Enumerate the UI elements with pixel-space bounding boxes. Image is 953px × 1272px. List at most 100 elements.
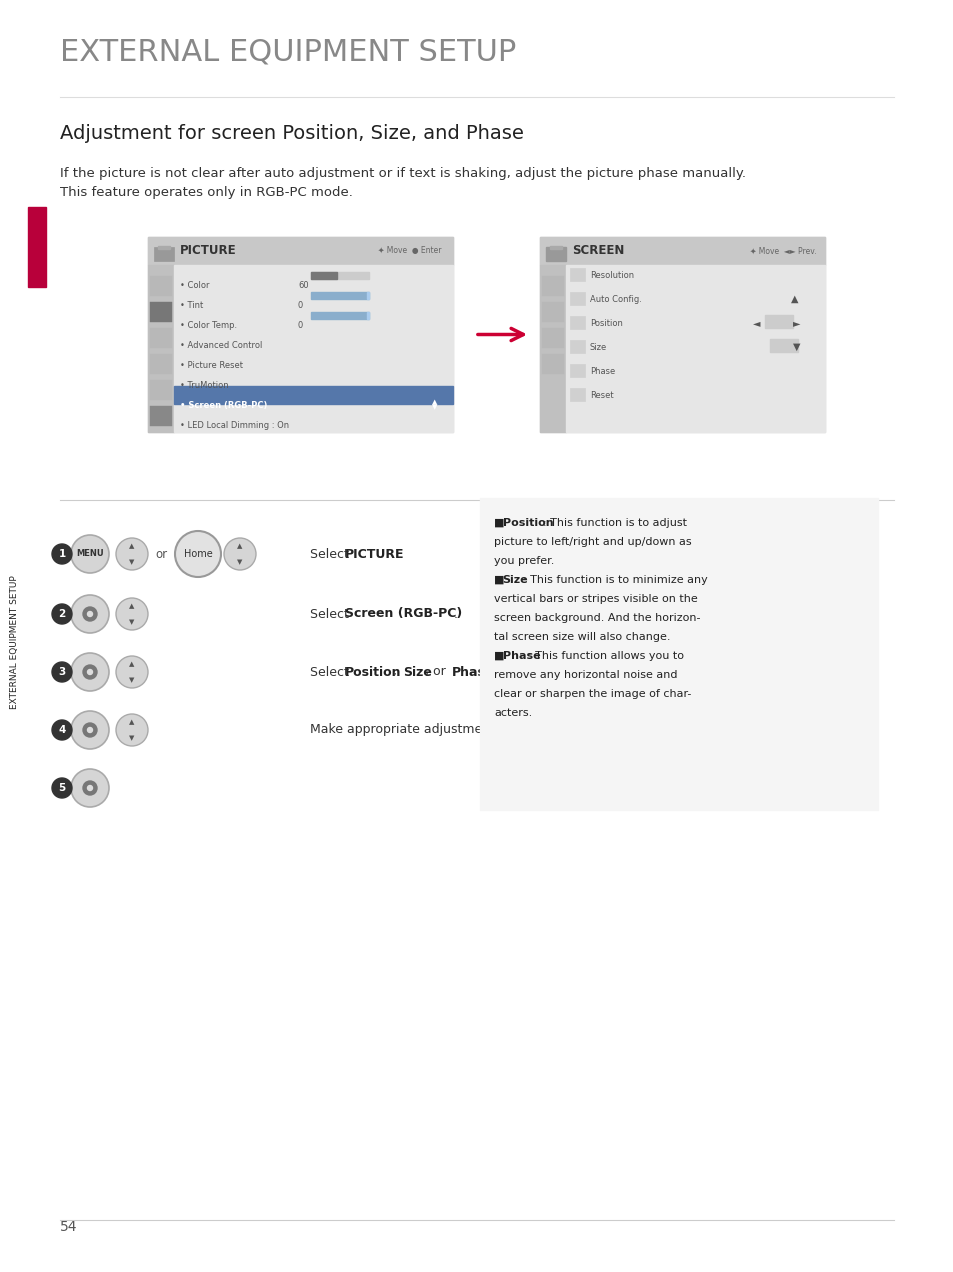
Text: Position: Position [589, 319, 622, 328]
Text: EXTERNAL EQUIPMENT SETUP: EXTERNAL EQUIPMENT SETUP [60, 37, 516, 66]
Text: ◄: ◄ [753, 318, 760, 328]
Bar [311, 272, 369, 279]
Text: • TruMotion: • TruMotion [180, 382, 229, 391]
Text: 4: 4 [58, 725, 66, 735]
Circle shape [52, 720, 71, 740]
Text: ▼: ▼ [237, 558, 242, 565]
Circle shape [116, 598, 148, 630]
Text: Adjustment for screen Position, Size, and Phase: Adjustment for screen Position, Size, an… [60, 123, 523, 142]
Text: 1: 1 [58, 550, 66, 558]
Text: PICTURE: PICTURE [180, 244, 236, 257]
Circle shape [88, 786, 92, 790]
Bar [569, 364, 584, 377]
Bar [150, 276, 172, 296]
Circle shape [71, 595, 109, 633]
Text: : This function is to adjust: : This function is to adjust [542, 518, 686, 528]
Text: .: . [454, 608, 457, 621]
Text: ,: , [393, 665, 400, 678]
Text: 2: 2 [58, 609, 66, 619]
Text: Resolution: Resolution [589, 271, 634, 280]
Bar [148, 265, 173, 432]
Text: Select: Select [310, 608, 353, 621]
Circle shape [88, 669, 92, 674]
Text: ✦ Move  ◄► Prev.: ✦ Move ◄► Prev. [749, 247, 816, 256]
Bar [150, 328, 172, 349]
Bar [148, 237, 453, 265]
Text: .: . [481, 665, 485, 678]
Text: PICTURE: PICTURE [345, 547, 404, 561]
Bar [541, 328, 563, 349]
Text: tal screen size will also change.: tal screen size will also change. [494, 632, 670, 642]
Bar [367, 312, 369, 319]
Text: Size: Size [402, 665, 432, 678]
Bar [539, 237, 824, 265]
Text: Position: Position [502, 518, 553, 528]
Text: ▼: ▼ [792, 342, 800, 352]
Text: ▲: ▲ [130, 603, 134, 609]
Text: 0: 0 [297, 301, 303, 310]
Bar [311, 272, 336, 279]
Bar [153, 247, 173, 261]
Bar [541, 276, 563, 296]
Circle shape [83, 781, 97, 795]
Text: Make appropriate adjustments.: Make appropriate adjustments. [310, 724, 505, 736]
Circle shape [52, 544, 71, 563]
Bar [311, 293, 369, 299]
Circle shape [52, 604, 71, 625]
Bar [150, 354, 172, 374]
Circle shape [88, 728, 92, 733]
Bar [769, 340, 797, 352]
Text: • Advanced Control: • Advanced Control [180, 341, 262, 350]
Text: ■: ■ [494, 575, 507, 585]
Bar [569, 388, 584, 401]
Text: Size: Size [589, 343, 607, 352]
Circle shape [116, 714, 148, 745]
Circle shape [116, 538, 148, 570]
Circle shape [116, 656, 148, 688]
Text: MENU: MENU [76, 550, 104, 558]
Text: Position: Position [345, 665, 401, 678]
Text: clear or sharpen the image of char-: clear or sharpen the image of char- [494, 689, 691, 700]
Text: • Picture Reset: • Picture Reset [180, 361, 243, 370]
Text: Phase: Phase [502, 651, 539, 661]
Text: 5: 5 [58, 784, 66, 792]
Text: Auto Config.: Auto Config. [589, 295, 641, 304]
Text: Phase: Phase [589, 368, 615, 377]
Circle shape [71, 653, 109, 691]
Text: Reset: Reset [589, 391, 613, 399]
Text: ▼: ▼ [130, 619, 134, 625]
Circle shape [174, 530, 221, 577]
Text: ▲
▼: ▲ ▼ [432, 399, 437, 410]
Text: • Color: • Color [180, 281, 210, 290]
Bar [550, 245, 561, 249]
Circle shape [71, 770, 109, 806]
Bar [569, 268, 584, 281]
Bar [539, 265, 565, 432]
Text: , or: , or [424, 665, 449, 678]
Bar [541, 354, 563, 374]
Text: 54: 54 [60, 1220, 77, 1234]
Bar [764, 315, 792, 328]
Text: : This function is to minimize any: : This function is to minimize any [522, 575, 707, 585]
Text: you prefer.: you prefer. [494, 556, 554, 566]
Circle shape [71, 536, 109, 572]
Text: .: . [397, 547, 401, 561]
Text: ■: ■ [494, 518, 507, 528]
Text: • Color Temp.: • Color Temp. [180, 321, 237, 329]
Bar [569, 315, 584, 329]
Text: screen background. And the horizon-: screen background. And the horizon- [494, 613, 700, 623]
Text: This feature operates only in RGB-PC mode.: This feature operates only in RGB-PC mod… [60, 186, 353, 198]
Text: 3: 3 [58, 667, 66, 677]
Circle shape [88, 612, 92, 617]
Bar [173, 385, 453, 404]
Circle shape [83, 722, 97, 736]
Text: • Screen (RGB-PC): • Screen (RGB-PC) [180, 401, 267, 410]
Text: If the picture is not clear after auto adjustment or if text is shaking, adjust : If the picture is not clear after auto a… [60, 167, 745, 181]
Text: ✦ Move  ● Enter: ✦ Move ● Enter [377, 247, 441, 256]
Text: Home: Home [183, 550, 213, 558]
Bar [28, 207, 46, 287]
Circle shape [52, 778, 71, 798]
Text: Select: Select [310, 547, 353, 561]
Text: acters.: acters. [494, 709, 532, 717]
Text: Phase: Phase [452, 665, 494, 678]
